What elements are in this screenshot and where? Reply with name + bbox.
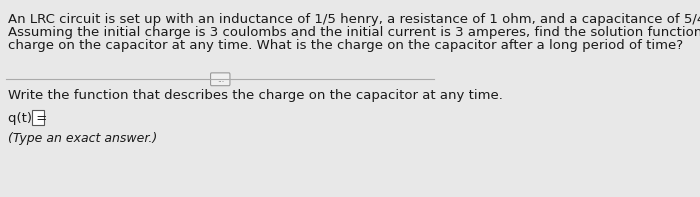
FancyBboxPatch shape: [32, 110, 44, 125]
Text: charge on the capacitor at any time. What is the charge on the capacitor after a: charge on the capacitor at any time. Wha…: [8, 39, 682, 52]
Text: An LRC circuit is set up with an inductance of 1/5 henry, a resistance of 1 ohm,: An LRC circuit is set up with an inducta…: [8, 13, 700, 26]
FancyBboxPatch shape: [211, 73, 230, 86]
Text: Assuming the initial charge is 3 coulombs and the initial current is 3 amperes, : Assuming the initial charge is 3 coulomb…: [8, 26, 700, 39]
Text: q(t) =: q(t) =: [8, 112, 47, 125]
Text: Write the function that describes the charge on the capacitor at any time.: Write the function that describes the ch…: [8, 89, 503, 102]
Text: (Type an exact answer.): (Type an exact answer.): [8, 132, 157, 145]
Text: ...: ...: [217, 75, 224, 84]
